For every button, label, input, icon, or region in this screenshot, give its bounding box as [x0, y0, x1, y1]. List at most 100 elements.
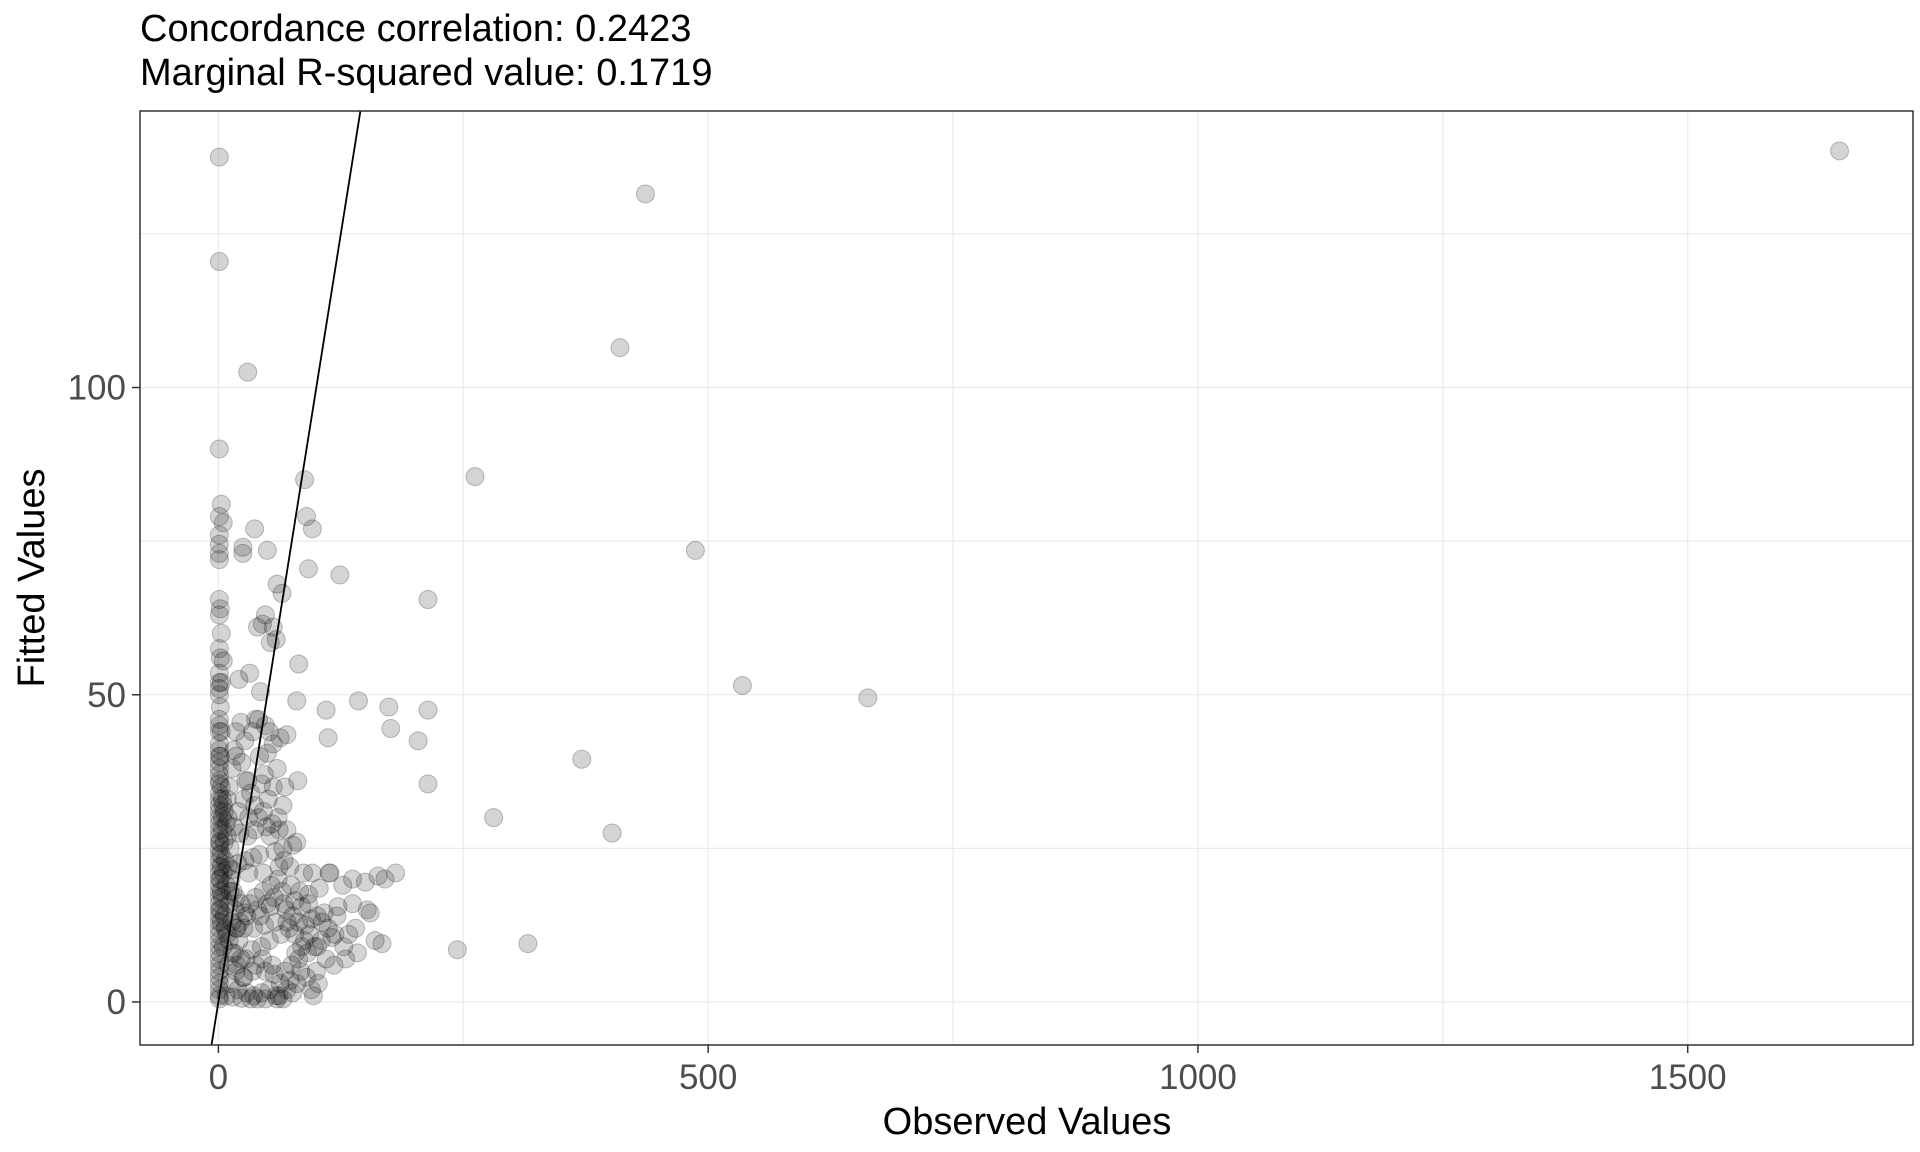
data-point — [273, 989, 293, 1009]
data-point — [484, 808, 504, 828]
data-point — [273, 795, 293, 815]
data-point — [316, 700, 336, 720]
data-point — [287, 974, 307, 994]
data-point — [295, 931, 315, 951]
data-point — [263, 734, 283, 754]
data-point — [211, 672, 231, 692]
data-point — [324, 955, 344, 975]
data-point — [229, 669, 249, 689]
x-tick-label: 1000 — [1159, 1058, 1237, 1097]
data-point — [302, 863, 322, 883]
data-point — [277, 912, 297, 932]
data-point — [610, 338, 630, 358]
data-point — [334, 937, 354, 957]
data-point — [253, 881, 273, 901]
data-point — [210, 697, 230, 717]
data-point — [209, 912, 229, 932]
data-point — [222, 860, 242, 880]
data-point — [209, 857, 229, 877]
data-point — [259, 722, 279, 742]
data-point — [303, 986, 323, 1006]
data-point — [237, 906, 257, 926]
data-point — [858, 688, 878, 708]
data-point — [231, 949, 251, 969]
data-point — [209, 534, 229, 554]
data-point — [209, 771, 229, 791]
data-point — [257, 894, 277, 914]
data-point — [224, 740, 244, 760]
data-point — [272, 881, 292, 901]
data-point — [220, 838, 240, 858]
data-point — [286, 943, 306, 963]
data-point — [282, 955, 302, 975]
data-point — [311, 931, 331, 951]
data-point — [252, 614, 272, 634]
data-point — [251, 983, 271, 1003]
data-point — [294, 863, 314, 883]
data-point — [209, 734, 229, 754]
data-point — [339, 924, 359, 944]
data-point — [233, 967, 253, 987]
data-point — [236, 771, 256, 791]
data-point — [267, 574, 287, 594]
data-point — [285, 891, 305, 911]
data-point — [214, 802, 234, 821]
data-point — [211, 857, 231, 877]
data-point — [308, 974, 328, 994]
data-point — [223, 987, 243, 1007]
data-point — [209, 709, 229, 729]
data-point — [210, 599, 230, 619]
identity-line-group — [210, 111, 362, 1045]
data-point — [418, 774, 438, 794]
data-point — [277, 725, 297, 745]
data-point — [248, 900, 268, 920]
data-point — [289, 654, 309, 674]
data-point — [301, 980, 321, 1000]
data-point — [227, 955, 247, 975]
y-tick-label: 50 — [87, 676, 126, 715]
plot-panel-background — [140, 111, 1913, 1045]
data-point — [281, 875, 301, 895]
y-tick-label: 100 — [68, 369, 126, 408]
data-point — [268, 808, 288, 828]
data-point — [307, 937, 327, 957]
data-point — [209, 875, 229, 895]
data-point — [263, 777, 283, 797]
data-point — [226, 746, 246, 766]
data-point — [287, 832, 307, 852]
data-point — [283, 906, 303, 926]
data-point — [265, 912, 285, 932]
x-tick-label: 0 — [209, 1058, 228, 1097]
data-point — [262, 814, 282, 834]
data-point — [211, 494, 231, 514]
data-point — [348, 691, 368, 711]
data-point — [233, 543, 253, 563]
data-point — [209, 845, 229, 865]
data-point — [244, 918, 264, 938]
data-point — [299, 924, 319, 944]
data-point — [233, 537, 253, 557]
data-point — [217, 826, 237, 846]
identity-line — [210, 111, 362, 1045]
data-point — [635, 184, 655, 204]
data-point — [236, 949, 256, 969]
data-point — [250, 746, 270, 766]
data-point — [228, 802, 248, 821]
data-point — [211, 722, 231, 742]
data-point — [261, 875, 281, 895]
data-point — [355, 872, 375, 892]
data-point — [283, 983, 303, 1003]
data-point — [255, 989, 275, 1009]
data-point — [209, 605, 229, 625]
data-point — [219, 777, 239, 797]
data-point — [368, 866, 388, 886]
data-point — [209, 439, 229, 459]
data-point — [248, 989, 268, 1009]
data-point — [209, 789, 229, 809]
data-point — [251, 937, 271, 957]
data-point — [218, 808, 238, 828]
data-point — [222, 758, 242, 778]
data-point — [343, 869, 363, 889]
data-point — [209, 758, 229, 778]
